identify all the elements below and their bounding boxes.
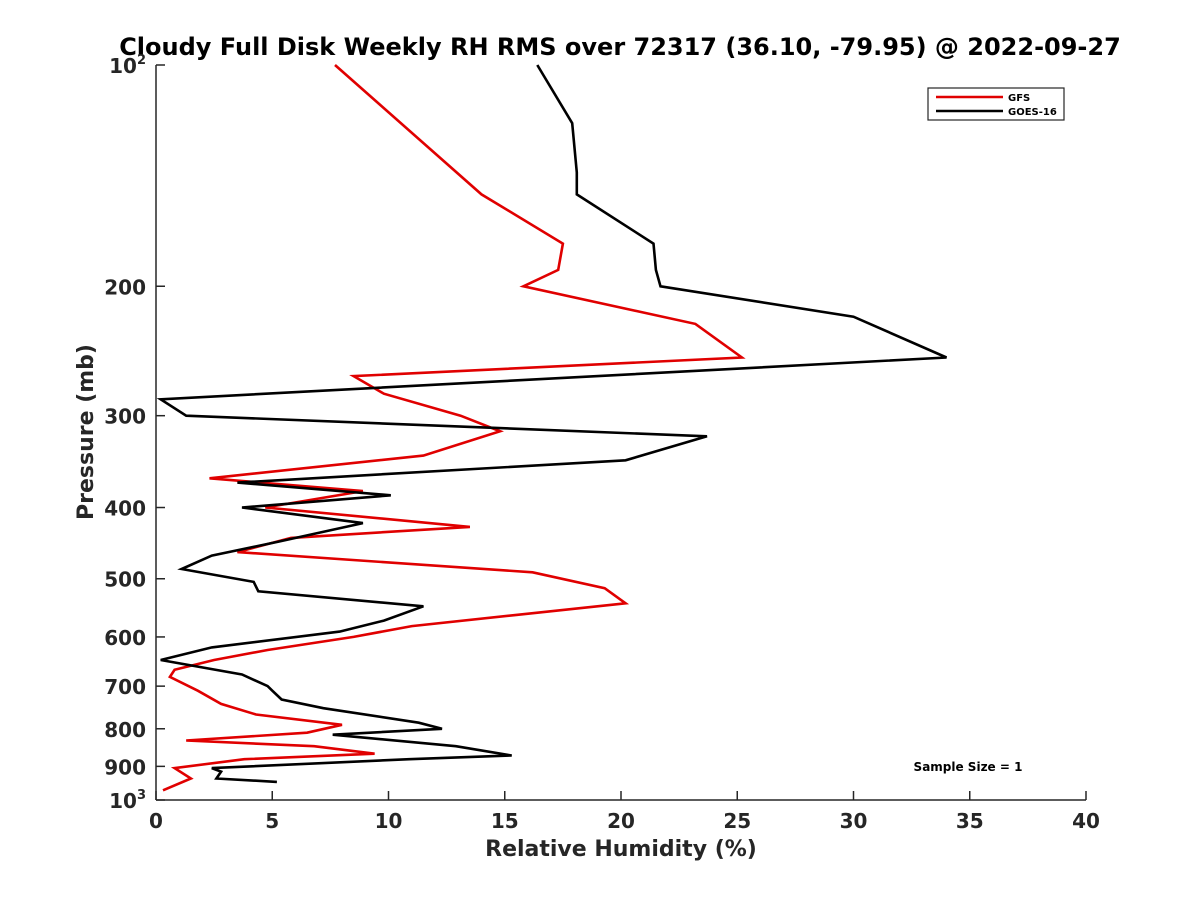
y-ticks: 102 200 300 400 500 600 700 800 900 103	[104, 53, 165, 813]
legend-label-goes-16: GOES-16	[1008, 107, 1057, 118]
y-tick-label: 200	[104, 275, 146, 299]
y-tick-label: 800	[104, 718, 146, 742]
y-tick-label: 900	[104, 755, 146, 779]
x-tick-label: 0	[149, 809, 163, 833]
chart-title: Cloudy Full Disk Weekly RH RMS over 7231…	[119, 33, 1121, 61]
y-tick-label: 300	[104, 405, 146, 429]
y-tick-label: 400	[104, 497, 146, 521]
x-axis-label: Relative Humidity (%)	[485, 837, 757, 862]
x-tick-label: 40	[1072, 809, 1100, 833]
legend-box	[927, 87, 1065, 121]
series-lines	[156, 64, 948, 792]
x-tick-label: 30	[840, 809, 868, 833]
x-tick-label: 35	[956, 809, 984, 833]
series-line-gfs	[162, 64, 746, 792]
legend-label-gfs: GFS	[1008, 93, 1030, 104]
x-tick-label: 25	[723, 809, 751, 833]
x-tick-label: 20	[607, 809, 635, 833]
sample-size-annotation: Sample Size = 1	[914, 760, 1023, 774]
x-tick-label: 5	[265, 809, 279, 833]
y-tick-label: 600	[104, 626, 146, 650]
y-axis-label: Pressure (mb)	[74, 344, 99, 520]
y-tick-label: 102	[109, 53, 146, 78]
legend: GFS GOES-16	[927, 87, 1065, 121]
x-ticks: 0 5 10 15 20 25 30 35 40	[149, 791, 1100, 833]
series-line-goes-16	[156, 64, 948, 784]
x-tick-label: 15	[491, 809, 519, 833]
y-tick-label: 700	[104, 675, 146, 699]
y-tick-label: 103	[109, 788, 146, 813]
x-tick-label: 10	[375, 809, 403, 833]
y-tick-label: 500	[104, 568, 146, 592]
